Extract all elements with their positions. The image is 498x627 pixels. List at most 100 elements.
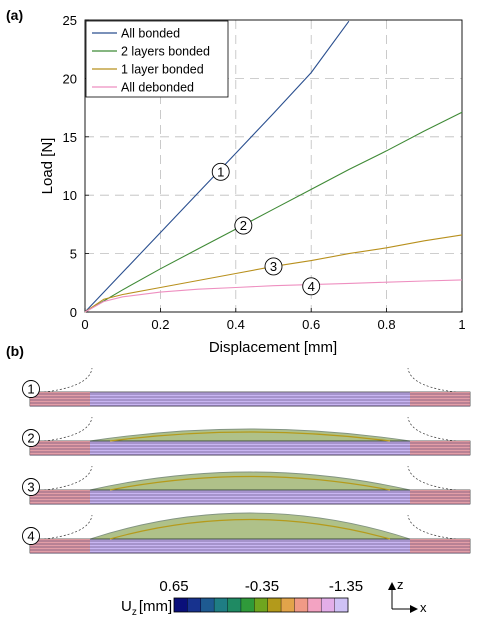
y-axis-label: Load [N] — [39, 138, 56, 195]
z-axis-label: z — [397, 577, 404, 592]
left-curvature-arc — [35, 465, 93, 492]
x-tick-labels: 0 0.2 0.4 0.6 0.8 1 — [81, 317, 465, 332]
debonded-bulge — [89, 471, 411, 491]
colorbar: 0.65 -0.35 -1.35 Uz [mm] — [121, 578, 363, 618]
row-marker-circle — [22, 380, 40, 398]
beam-end-left — [30, 392, 90, 406]
annotation-label: 1 — [217, 164, 224, 179]
y-tick-label: 5 — [70, 247, 77, 262]
annotation-label: 3 — [270, 259, 277, 274]
panel-a-label: (a) — [6, 7, 23, 23]
right-curvature-arc — [407, 465, 465, 492]
annotation-circle — [264, 257, 283, 276]
annotation-circle — [302, 277, 321, 296]
colorbar-cell — [321, 598, 335, 612]
series-line-3 — [84, 234, 463, 313]
colorbar-cell — [307, 598, 322, 612]
colorbar-label-subscript: z — [132, 607, 137, 618]
beam-row-4: 4 — [22, 512, 471, 554]
beam-deformation-panel: 1 2 3 4 — [22, 367, 471, 554]
row-marker-circle — [22, 429, 40, 447]
bulge-layer — [109, 518, 391, 540]
x-axis-triad-label: x — [420, 600, 427, 615]
right-curvature-arc — [407, 367, 465, 394]
x-tick-label: 0 — [81, 317, 88, 332]
beam-end-right — [410, 392, 470, 406]
left-curvature-arc — [35, 416, 93, 443]
axes-triad: z x — [388, 577, 427, 615]
colorbar-cell — [187, 598, 202, 612]
annotation-label: 4 — [308, 279, 315, 294]
legend-box — [85, 20, 229, 98]
right-curvature-arc — [407, 514, 465, 541]
load-displacement-chart: 0 0.2 0.4 0.6 0.8 1 0 5 10 15 20 25 1 2 3 4 All bonde… — [39, 13, 466, 356]
beam-end-left — [30, 441, 90, 455]
row-marker-label: 3 — [27, 480, 34, 495]
colorbar-tick-min: -1.35 — [329, 578, 363, 595]
annotation-circle — [234, 216, 253, 235]
series-lines — [84, 20, 463, 313]
colorbar-cell — [227, 598, 242, 612]
debonded-bulge — [89, 428, 411, 442]
colorbar-cell — [334, 598, 349, 612]
colorbar-label: Uz [mm] — [121, 598, 172, 618]
legend: All bonded 2 layers bonded 1 layer bonded A… — [85, 20, 229, 98]
annotation-label: 2 — [240, 218, 247, 233]
z-arrowhead — [388, 582, 396, 590]
y-tick-label: 15 — [63, 130, 77, 145]
colorbar-cell — [200, 598, 215, 612]
colorbar-cell — [240, 598, 255, 612]
colorbar-cell — [254, 598, 268, 612]
beam-end-right — [410, 490, 470, 504]
colorbar-cell — [267, 598, 282, 612]
x-tick-label: 0.8 — [378, 317, 396, 332]
y-tick-labels: 0 5 10 15 20 25 — [63, 13, 77, 320]
beam-end-right — [410, 539, 470, 553]
legend-entry: All bonded — [121, 27, 180, 41]
x-tick-label: 1 — [458, 317, 465, 332]
left-curvature-arc — [35, 514, 93, 541]
left-curvature-arc — [35, 367, 93, 394]
y-tick-label: 0 — [70, 305, 77, 320]
row-marker-label: 2 — [27, 431, 34, 446]
colorbar-label-symbol: U — [121, 598, 132, 615]
colorbar-cell — [281, 598, 295, 612]
colorbar-cell — [294, 598, 309, 612]
beam-row-2: 2 — [22, 416, 471, 456]
row-marker-circle — [22, 527, 40, 545]
x-tick-label: 0.4 — [227, 317, 245, 332]
colorbar-frame — [173, 597, 349, 613]
plot-frame — [84, 19, 463, 313]
x-tick-label: 0.2 — [151, 317, 169, 332]
debonded-bulge — [89, 512, 411, 540]
colorbar-tick-mid: -0.35 — [245, 578, 279, 595]
row-marker-label: 1 — [27, 382, 34, 397]
y-tick-label: 10 — [63, 188, 77, 203]
row-marker-circle — [22, 478, 40, 496]
y-tick-label: 25 — [63, 13, 77, 28]
beam-row-3: 3 — [22, 465, 471, 505]
series-line-4 — [84, 279, 463, 313]
legend-entry: All debonded — [121, 81, 194, 95]
x-tick-label: 0.6 — [302, 317, 320, 332]
annotation-circle — [211, 162, 230, 181]
beam-end-right — [410, 441, 470, 455]
bulge-layer — [109, 431, 391, 442]
colorbar-cell — [174, 598, 188, 612]
bulge-layer — [109, 475, 391, 491]
panel-b-label: (b) — [6, 343, 24, 359]
beam-row-1: 1 — [22, 367, 471, 407]
right-curvature-arc — [407, 416, 465, 443]
x-axis-label: Displacement [mm] — [209, 339, 337, 356]
colorbar-cell — [214, 598, 228, 612]
y-tick-label: 20 — [63, 71, 77, 86]
legend-entry: 1 layer bonded — [121, 63, 204, 77]
colorbar-tick-max: 0.65 — [159, 578, 188, 595]
curve-annotations: 1 2 3 4 — [211, 162, 321, 296]
beam-end-left — [30, 539, 90, 553]
colorbar-label-unit: [mm] — [139, 598, 172, 615]
beam-end-left — [30, 490, 90, 504]
legend-entry: 2 layers bonded — [121, 45, 210, 59]
x-arrowhead — [410, 605, 418, 613]
